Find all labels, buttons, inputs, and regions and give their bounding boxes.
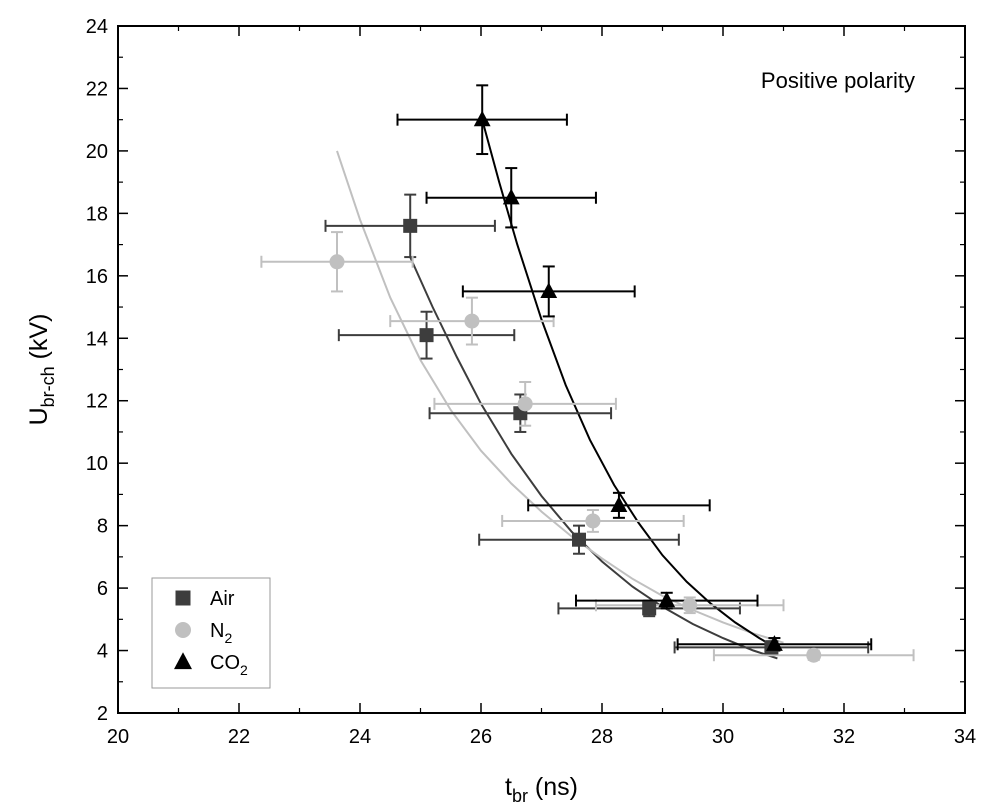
x-tick-label: 26 [470, 726, 492, 748]
data-point-co2 [610, 496, 628, 512]
legend-marker-co2 [174, 652, 192, 670]
y-tick-label: 2 [97, 703, 108, 725]
legend-label-n2: N2 [210, 620, 232, 646]
x-axis-title-unit: (ns) [528, 773, 578, 801]
x-tick-label: 24 [349, 726, 371, 748]
plot-frame [117, 25, 966, 714]
x-axis-title-sub: br [512, 786, 528, 805]
data-point-n2 [682, 597, 698, 613]
data-point-air [572, 532, 587, 547]
legend-label-air: Air [210, 588, 235, 610]
y-tick-label: 6 [97, 578, 108, 600]
y-tick-label: 14 [86, 328, 108, 350]
data-point-co2 [502, 188, 520, 205]
y-tick-label: 20 [86, 141, 108, 163]
fit-curve-air [409, 256, 778, 660]
legend-label-main: N [210, 620, 224, 642]
y-tick-label: 18 [86, 203, 108, 225]
error-bars [260, 84, 915, 662]
x-tick-label: 32 [833, 726, 855, 748]
legend-label-co2: CO2 [210, 652, 248, 678]
data-point-n2 [585, 513, 601, 529]
fit-curve-n2 [336, 150, 784, 644]
x-tick-label: 20 [107, 726, 129, 748]
y-tick-label: 22 [86, 78, 108, 100]
y-axis-title-unit: (kV) [25, 314, 53, 367]
x-axis-title-main: t [505, 773, 512, 801]
x-tick-label: 28 [591, 726, 613, 748]
data-point-co2 [540, 282, 558, 299]
legend-label-sub: 2 [224, 630, 232, 646]
data-point-n2 [517, 396, 533, 412]
legend-label-main: Air [210, 588, 235, 610]
x-tick-label: 34 [954, 726, 976, 748]
legend-box [151, 577, 271, 689]
y-tick-label: 24 [86, 16, 108, 38]
data-points [329, 110, 822, 663]
annotation-text: Positive polarity [761, 68, 915, 93]
legend-item-co2: CO2 [174, 652, 248, 678]
data-point-co2 [658, 591, 676, 608]
x-tick-label: 30 [712, 726, 734, 748]
legend-label-sub: 2 [240, 662, 248, 678]
data-point-n2 [464, 313, 480, 329]
y-tick-label: 4 [97, 641, 108, 663]
legend-marker-n2 [175, 622, 191, 638]
legend-label-main: CO [210, 652, 240, 674]
data-point-air [403, 218, 418, 233]
y-tick-label: 10 [86, 453, 108, 475]
y-tick-label: 8 [97, 516, 108, 538]
y-axis-title-main: U [25, 407, 53, 425]
x-axis-title: tbr (ns) [505, 773, 578, 805]
x-tick-label: 22 [228, 726, 250, 748]
legend-item-air: Air [175, 588, 235, 610]
fit-curves [336, 119, 784, 660]
data-point-air [419, 328, 434, 343]
data-point-n2 [329, 254, 345, 270]
y-tick-label: 12 [86, 391, 108, 413]
fit-curve-co2 [481, 119, 782, 652]
data-point-co2 [473, 110, 491, 127]
y-tick-label: 16 [86, 266, 108, 288]
y-axis-title-sub: br-ch [38, 366, 58, 407]
data-point-n2 [806, 647, 822, 663]
y-axis-title: Ubr-ch (kV) [25, 314, 58, 426]
data-point-co2 [766, 635, 783, 651]
legend-marker-air [175, 590, 191, 606]
data-point-air [642, 601, 657, 616]
legend-item-n2: N2 [175, 620, 232, 646]
